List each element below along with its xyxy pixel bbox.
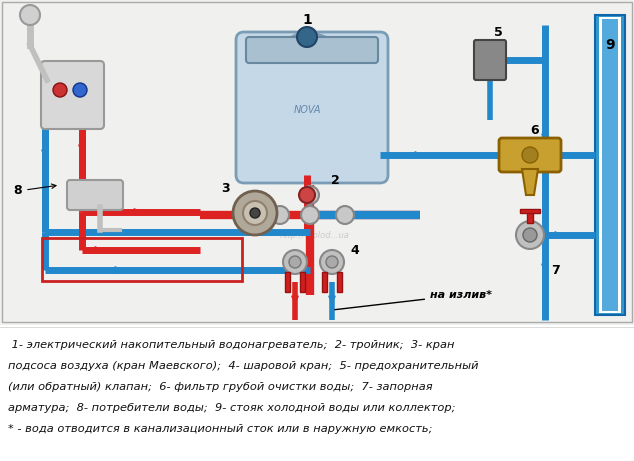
Text: 9: 9 — [605, 38, 615, 52]
Bar — [300, 272, 305, 292]
Text: 5: 5 — [494, 25, 502, 39]
Circle shape — [243, 201, 267, 225]
Bar — [2, 2, 632, 322]
Text: (или обратный) клапан;  6- фильтр грубой очистки воды;  7- запорная: (или обратный) клапан; 6- фильтр грубой … — [8, 382, 432, 392]
Circle shape — [301, 206, 319, 224]
Text: 1: 1 — [302, 13, 312, 27]
Text: 1- электрический накопительный водонагреватель;  2- тройник;  3- кран: 1- электрический накопительный водонагре… — [8, 340, 455, 350]
Circle shape — [326, 256, 338, 268]
Bar — [322, 272, 327, 292]
Circle shape — [289, 256, 301, 268]
Text: 2: 2 — [330, 173, 339, 187]
Circle shape — [320, 250, 344, 274]
Text: 8: 8 — [14, 183, 22, 196]
Text: 3: 3 — [221, 182, 230, 195]
Circle shape — [523, 228, 537, 242]
FancyBboxPatch shape — [41, 61, 104, 129]
Circle shape — [233, 191, 277, 235]
Bar — [527, 211, 533, 223]
Circle shape — [522, 147, 538, 163]
Bar — [599, 17, 621, 313]
Bar — [285, 272, 290, 292]
Circle shape — [271, 206, 289, 224]
Circle shape — [301, 186, 319, 204]
Bar — [595, 15, 625, 315]
Circle shape — [53, 83, 67, 97]
Text: подсоса воздуха (кран Маевского);  4- шаровой кран;  5- предохранительный: подсоса воздуха (кран Маевского); 4- шар… — [8, 361, 479, 371]
FancyBboxPatch shape — [499, 138, 561, 172]
Circle shape — [336, 206, 354, 224]
Polygon shape — [522, 169, 538, 195]
Bar — [42, 238, 242, 281]
Text: на излив*: на излив* — [335, 290, 492, 310]
Text: http://...olod...ua: http://...olod...ua — [280, 230, 350, 240]
Text: 4: 4 — [351, 243, 359, 256]
Circle shape — [516, 221, 544, 249]
Text: 6: 6 — [531, 124, 540, 136]
Bar — [0, 325, 634, 461]
FancyBboxPatch shape — [67, 180, 123, 210]
FancyBboxPatch shape — [246, 37, 378, 63]
Text: арматура;  8- потребители воды;  9- стояк холодной воды или коллектор;: арматура; 8- потребители воды; 9- стояк … — [8, 403, 455, 413]
FancyBboxPatch shape — [236, 32, 388, 183]
Circle shape — [299, 187, 315, 203]
Text: NOVA: NOVA — [294, 105, 321, 115]
Circle shape — [20, 5, 40, 25]
Circle shape — [73, 83, 87, 97]
Text: 7: 7 — [550, 264, 559, 277]
Circle shape — [297, 27, 317, 47]
Bar — [602, 19, 618, 311]
Bar — [520, 209, 540, 213]
Circle shape — [283, 250, 307, 274]
Text: * - вода отводится в канализационный сток или в наружную емкость;: * - вода отводится в канализационный сто… — [8, 424, 432, 434]
Bar — [337, 272, 342, 292]
FancyBboxPatch shape — [474, 40, 506, 80]
Circle shape — [250, 208, 260, 218]
Bar — [0, 0, 634, 327]
